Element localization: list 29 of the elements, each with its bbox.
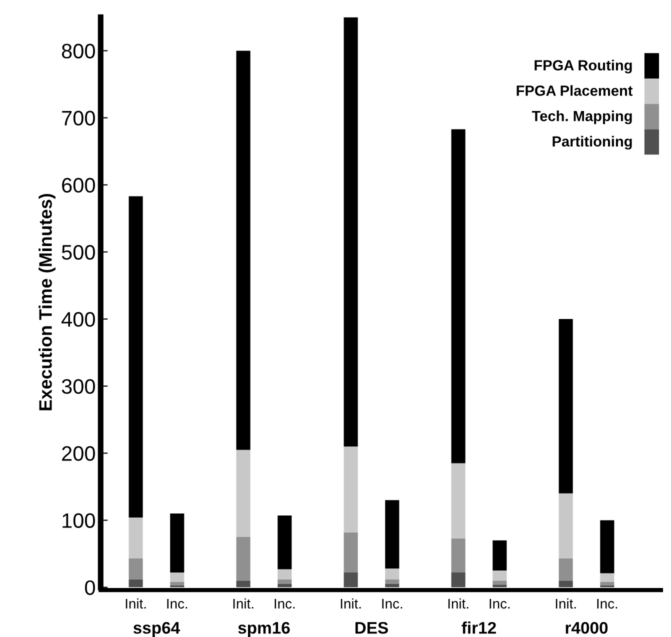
x-tick-label: Inc.: [382, 598, 402, 609]
x-tick-label: Inc.: [167, 598, 188, 609]
x-tick-label: Init.: [448, 598, 468, 609]
x-tick-label: Init.: [556, 598, 576, 609]
y-axis-title: Execution Time (Minutes): [38, 194, 56, 410]
y-tick-label: 0: [85, 580, 95, 596]
x-tick-label: Init.: [233, 598, 254, 609]
text: ssp64: [133, 622, 180, 637]
text: r4000: [566, 622, 608, 634]
legend-label: FPGA Routing: [534, 60, 632, 74]
y-tick-label: 500: [62, 244, 95, 260]
legend-label: FPGA Placement: [516, 85, 633, 96]
x-tick-label: Inc.: [274, 598, 295, 609]
x-tick-label: Inc.: [490, 598, 510, 609]
text: fir12: [462, 622, 496, 634]
text: DES: [355, 622, 388, 634]
y-tick-label: 600: [62, 178, 95, 193]
x-tick-label: Inc.: [597, 598, 618, 609]
y-tick-label: 800: [62, 44, 95, 58]
legend-label: Partitioning: [552, 136, 632, 150]
y-tick-label: 300: [62, 379, 95, 394]
y-tick-label: 100: [62, 513, 95, 528]
legend-label: Tech. Mapping: [532, 110, 632, 124]
text: spm16: [238, 622, 290, 637]
y-tick-label: 700: [62, 110, 95, 126]
x-tick-label: Init.: [126, 598, 146, 609]
y-tick-label: 400: [62, 312, 95, 327]
y-tick-label: 200: [62, 446, 95, 461]
x-tick-label: Init.: [340, 598, 361, 609]
